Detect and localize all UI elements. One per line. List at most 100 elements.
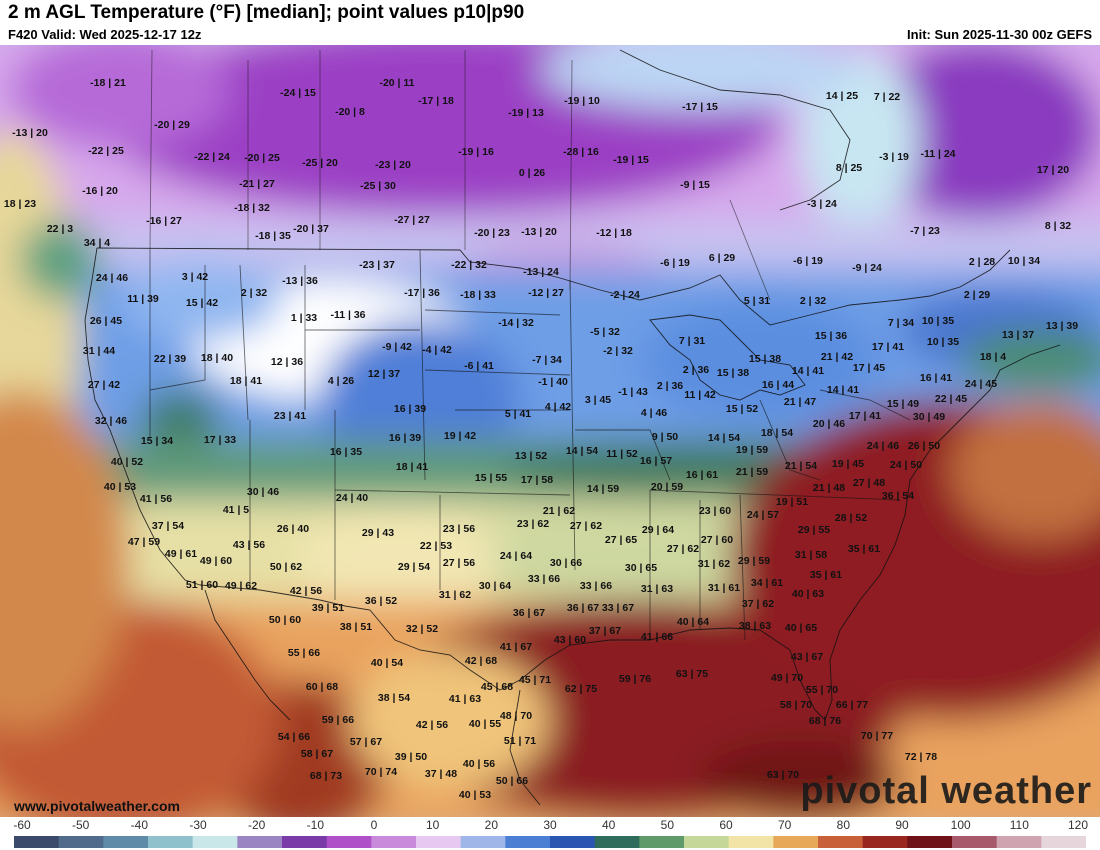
point-value: -25 | 30 <box>360 180 396 192</box>
point-value: 16 | 61 <box>686 469 718 481</box>
point-value: 13 | 39 <box>1046 320 1078 332</box>
point-value: 24 | 45 <box>965 378 997 390</box>
point-value: 3 | 45 <box>585 394 611 406</box>
point-value: 24 | 46 <box>867 440 899 452</box>
point-value: 11 | 39 <box>127 293 159 305</box>
point-value: -16 | 27 <box>146 215 182 227</box>
point-value: 42 | 56 <box>416 719 448 731</box>
point-value: 55 | 70 <box>806 684 838 696</box>
point-value: 16 | 41 <box>920 372 952 384</box>
point-value: -13 | 20 <box>12 127 48 139</box>
point-value: 16 | 57 <box>640 455 672 467</box>
colorbar-segment <box>282 836 328 848</box>
point-value: 15 | 49 <box>887 398 919 410</box>
point-value: 36 | 67 <box>567 602 599 614</box>
point-value: 5 | 41 <box>505 408 531 420</box>
point-value: 30 | 66 <box>550 557 582 569</box>
point-value: 59 | 76 <box>619 673 651 685</box>
temperature-map[interactable]: -18 | 21 -24 | 15 -20 | 11 -17 | 18 -20 | 8 -… <box>0 45 1100 817</box>
point-value: 19 | 45 <box>832 458 864 470</box>
colorbar-tick-label: 110 <box>1009 818 1029 832</box>
point-value: 18 | 41 <box>396 461 428 473</box>
point-value: 59 | 66 <box>322 714 354 726</box>
point-value: 24 | 57 <box>747 509 779 521</box>
point-value: 8 | 32 <box>1045 220 1071 232</box>
point-value: 2 | 29 <box>964 289 990 301</box>
point-value: 15 | 38 <box>717 367 749 379</box>
point-value: -19 | 16 <box>458 146 494 158</box>
point-value: 23 | 41 <box>274 410 306 422</box>
point-value: -20 | 37 <box>293 223 329 235</box>
point-value: 13 | 37 <box>1002 329 1034 341</box>
point-value: 40 | 53 <box>104 481 136 493</box>
point-value: -28 | 16 <box>563 146 599 158</box>
point-value: -6 | 19 <box>793 255 823 267</box>
point-value: 57 | 67 <box>350 736 382 748</box>
point-value: 5 | 31 <box>744 295 770 307</box>
point-value: 17 | 58 <box>521 474 553 486</box>
point-value: -19 | 13 <box>508 107 544 119</box>
point-value: -2 | 32 <box>603 345 633 357</box>
point-value: 27 | 65 <box>605 534 637 546</box>
point-value: -20 | 8 <box>335 106 365 118</box>
point-value: 40 | 53 <box>459 789 491 801</box>
point-value: 22 | 39 <box>154 353 186 365</box>
point-value: 37 | 48 <box>425 768 457 780</box>
point-value: 43 | 60 <box>554 634 586 646</box>
point-value: -13 | 36 <box>282 275 318 287</box>
point-value: 27 | 42 <box>88 379 120 391</box>
point-value: 2 | 36 <box>683 364 709 376</box>
colorbar-tick-label: 80 <box>836 818 851 832</box>
point-value: 45 | 71 <box>519 674 551 686</box>
point-value: 70 | 74 <box>365 766 397 778</box>
point-value: 18 | 41 <box>230 375 262 387</box>
point-value: 38 | 51 <box>340 621 372 633</box>
colorbar-segment <box>952 836 998 848</box>
point-value: 7 | 22 <box>874 91 900 103</box>
point-value: 22 | 53 <box>420 540 452 552</box>
point-value: 43 | 67 <box>791 651 823 663</box>
point-value: 37 | 62 <box>742 598 774 610</box>
point-value: -17 | 15 <box>682 101 718 113</box>
point-value: 47 | 59 <box>128 536 160 548</box>
point-value: 23 | 60 <box>699 505 731 517</box>
header: 2 m AGL Temperature (°F) [median]; point… <box>0 0 1100 45</box>
colorbar-tick-label: -50 <box>71 818 90 832</box>
init-time: Init: Sun 2025-11-30 00z GEFS <box>907 27 1092 42</box>
point-value: 31 | 61 <box>708 582 740 594</box>
point-value: 23 | 56 <box>443 523 475 535</box>
point-value: -12 | 27 <box>528 287 564 299</box>
colorbar-tick-label: -40 <box>130 818 148 832</box>
colorbar-tick-label: -60 <box>13 818 31 832</box>
colorbar-segment <box>237 836 283 848</box>
point-value: 48 | 70 <box>500 710 532 722</box>
colorbar-tick-label: 70 <box>777 818 792 832</box>
point-value: 37 | 54 <box>152 520 184 532</box>
point-value: 49 | 62 <box>225 580 257 592</box>
point-value: 15 | 52 <box>726 403 758 415</box>
point-value: 16 | 39 <box>394 403 426 415</box>
point-value: 14 | 59 <box>587 483 619 495</box>
colorbar-tick-label: 100 <box>950 818 971 832</box>
temperature-field <box>0 45 1100 817</box>
point-value: -25 | 20 <box>302 157 338 169</box>
point-value: 11 | 42 <box>684 389 716 401</box>
point-value: 20 | 46 <box>813 418 845 430</box>
point-value: -20 | 25 <box>244 152 280 164</box>
colorbar-tick-label: -10 <box>306 818 324 832</box>
point-value: -18 | 32 <box>234 202 270 214</box>
point-value: 21 | 42 <box>821 351 853 363</box>
point-value: -18 | 35 <box>255 230 291 242</box>
point-value: 21 | 48 <box>813 482 845 494</box>
point-value: 49 | 60 <box>200 555 232 567</box>
point-value: 14 | 54 <box>566 445 598 457</box>
point-value: 21 | 47 <box>784 396 816 408</box>
point-value: 2 | 32 <box>241 287 267 299</box>
point-value: -3 | 19 <box>879 151 909 163</box>
point-value: 17 | 41 <box>849 410 881 422</box>
point-value: 26 | 50 <box>908 440 940 452</box>
point-value: 24 | 64 <box>500 550 532 562</box>
point-value: 10 | 35 <box>927 336 959 348</box>
point-value: 29 | 64 <box>642 524 674 536</box>
point-value: 17 | 41 <box>872 341 904 353</box>
